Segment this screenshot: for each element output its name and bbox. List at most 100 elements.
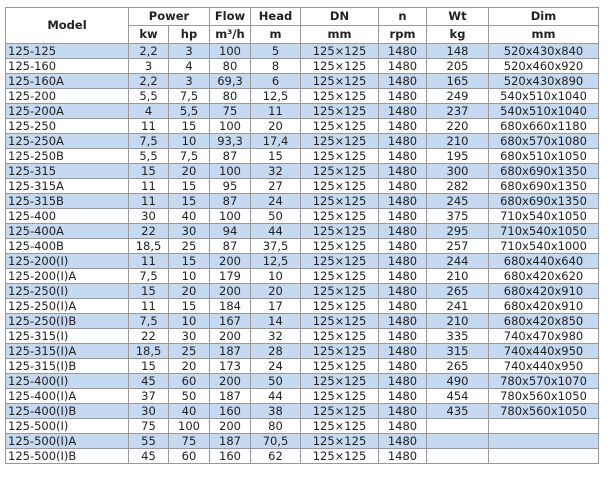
cell-hp: 15 [168, 178, 210, 194]
cell-weight: 205 [426, 58, 489, 74]
cell-dimensions: 710x540x1050 [488, 223, 599, 239]
cell-flow: 100 [209, 43, 251, 59]
cell-dn: 125×125 [300, 88, 379, 104]
cell-head: 8 [250, 58, 301, 74]
cell-hp: 3 [168, 73, 210, 89]
cell-kw: 7,5 [128, 268, 169, 284]
cell-weight: 335 [426, 328, 489, 344]
cell-hp: 15 [168, 298, 210, 314]
cell-flow: 80 [209, 58, 251, 74]
cell-rpm: 1480 [378, 118, 427, 134]
cell-rpm: 1480 [378, 133, 427, 149]
table-row: 125-315(I)A 18,5 25 187 28 125×125 1480 315 740x… [5, 343, 599, 359]
cell-kw: 11 [128, 253, 169, 269]
cell-head: 17,4 [250, 133, 301, 149]
cell-weight: 241 [426, 298, 489, 314]
cell-dimensions [488, 418, 599, 434]
cell-weight: 257 [426, 238, 489, 254]
cell-head: 20 [250, 283, 301, 299]
cell-weight [426, 418, 489, 434]
table-row: 125-315(I) 22 30 200 32 125×125 1480 335 740x470… [5, 328, 599, 344]
cell-dn: 125×125 [300, 343, 379, 359]
cell-kw: 7,5 [128, 313, 169, 329]
cell-head: 32 [250, 328, 301, 344]
cell-kw: 30 [128, 208, 169, 224]
cell-head: 62 [250, 448, 301, 464]
cell-flow: 160 [209, 448, 251, 464]
cell-dn: 125×125 [300, 373, 379, 389]
unit-dim: mm [488, 25, 599, 44]
cell-dn: 125×125 [300, 73, 379, 89]
table-row: 125-125 2,2 3 100 5 125×125 1480 148 520x430x840 [5, 43, 599, 59]
cell-dimensions: 540x510x1040 [488, 103, 599, 119]
cell-dn: 125×125 [300, 118, 379, 134]
cell-model: 125-250(I)A [5, 298, 129, 314]
cell-hp: 30 [168, 328, 210, 344]
cell-dn: 125×125 [300, 238, 379, 254]
cell-dimensions: 780x560x1050 [488, 403, 599, 419]
cell-kw: 45 [128, 373, 169, 389]
cell-head: 15 [250, 148, 301, 164]
table-body: 125-125 2,2 3 100 5 125×125 1480 148 520x430x840… [5, 43, 599, 464]
cell-kw: 15 [128, 283, 169, 299]
table-row: 125-400(I)B 30 40 160 38 125×125 1480 435 780x56… [5, 403, 599, 419]
cell-head: 70,5 [250, 433, 301, 449]
unit-hp: hp [168, 25, 210, 44]
cell-kw: 11 [128, 178, 169, 194]
cell-flow: 87 [209, 148, 251, 164]
cell-dimensions: 520x460x920 [488, 58, 599, 74]
cell-dimensions: 680x420x850 [488, 313, 599, 329]
cell-head: 20 [250, 118, 301, 134]
cell-model: 125-500(I)A [5, 433, 129, 449]
cell-hp: 40 [168, 208, 210, 224]
cell-dimensions [488, 433, 599, 449]
cell-dn: 125×125 [300, 298, 379, 314]
cell-model: 125-160A [5, 73, 129, 89]
cell-head: 14 [250, 313, 301, 329]
cell-dn: 125×125 [300, 358, 379, 374]
cell-hp: 60 [168, 373, 210, 389]
cell-flow: 95 [209, 178, 251, 194]
cell-kw: 5,5 [128, 88, 169, 104]
cell-dimensions: 680x420x620 [488, 268, 599, 284]
cell-head: 32 [250, 163, 301, 179]
cell-dimensions: 680x420x910 [488, 298, 599, 314]
cell-dn: 125×125 [300, 388, 379, 404]
cell-rpm: 1480 [378, 223, 427, 239]
cell-dimensions [488, 448, 599, 464]
cell-rpm: 1480 [378, 148, 427, 164]
cell-dn: 125×125 [300, 268, 379, 284]
cell-kw: 11 [128, 298, 169, 314]
table-row: 125-400B 18,5 25 87 37,5 125×125 1480 257 710x54… [5, 238, 599, 254]
cell-rpm: 1480 [378, 178, 427, 194]
table-row: 125-200(I)A 7,5 10 179 10 125×125 1480 210 680x4… [5, 268, 599, 284]
cell-flow: 100 [209, 118, 251, 134]
cell-model: 125-315A [5, 178, 129, 194]
cell-dimensions: 710x540x1000 [488, 238, 599, 254]
cell-kw: 18,5 [128, 343, 169, 359]
cell-hp: 20 [168, 358, 210, 374]
cell-rpm: 1480 [378, 208, 427, 224]
cell-dimensions: 680x690x1350 [488, 193, 599, 209]
cell-flow: 179 [209, 268, 251, 284]
unit-kg: kg [426, 25, 489, 44]
cell-flow: 200 [209, 283, 251, 299]
cell-flow: 187 [209, 343, 251, 359]
cell-head: 44 [250, 388, 301, 404]
cell-dimensions: 740x440x950 [488, 343, 599, 359]
cell-model: 125-400(I)B [5, 403, 129, 419]
cell-kw: 22 [128, 328, 169, 344]
cell-flow: 87 [209, 238, 251, 254]
cell-hp: 15 [168, 193, 210, 209]
cell-weight: 315 [426, 343, 489, 359]
cell-model: 125-315(I) [5, 328, 129, 344]
cell-dimensions: 520x430x890 [488, 73, 599, 89]
cell-head: 80 [250, 418, 301, 434]
cell-head: 24 [250, 193, 301, 209]
table-row: 125-250(I) 15 20 200 20 125×125 1480 265 680x420… [5, 283, 599, 299]
cell-hp: 20 [168, 163, 210, 179]
unit-dn: mm [300, 25, 379, 44]
cell-dn: 125×125 [300, 103, 379, 119]
cell-dn: 125×125 [300, 178, 379, 194]
table-row: 125-315(I)B 15 20 173 24 125×125 1480 265 740x44… [5, 358, 599, 374]
